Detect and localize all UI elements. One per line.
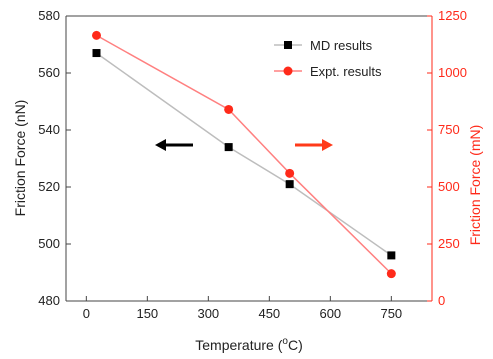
legend-square-marker <box>284 41 292 49</box>
x-tick-label: 750 <box>380 306 402 321</box>
right-axis-ticks: 0 250 500 750 1000 1250 <box>427 8 467 308</box>
series-line-expt <box>96 34 392 275</box>
x-tick-label: 450 <box>258 306 280 321</box>
y-tick-label: 520 <box>38 179 60 194</box>
y-tick-label: 580 <box>38 8 60 23</box>
x-axis-title-end: C) <box>288 337 303 353</box>
left-axis-arrow <box>155 139 193 151</box>
y-axis-title: Friction Force (nN) <box>12 100 28 217</box>
y2-tick-label: 0 <box>438 293 445 308</box>
expt-data-point <box>386 269 396 279</box>
y-tick-label: 540 <box>38 122 60 137</box>
series-line-md <box>96 52 392 257</box>
y2-axis-title: Friction Force (mN) <box>467 125 483 246</box>
x-axis-title: Temperature (oC) <box>195 336 303 353</box>
x-tick-label: 0 <box>83 306 90 321</box>
legend-item-expt: Expt. results <box>274 64 382 79</box>
x-tick-label: 300 <box>197 306 219 321</box>
legend-label-expt: Expt. results <box>310 64 382 79</box>
y2-tick-label: 250 <box>438 236 460 251</box>
y2-tick-label: 1000 <box>438 65 467 80</box>
y-tick-label: 560 <box>38 65 60 80</box>
y-tick-label: 500 <box>38 236 60 251</box>
expt-data-point <box>224 104 234 114</box>
right-axis-arrow <box>295 139 333 151</box>
md-data-point <box>285 180 294 189</box>
expt-data-point <box>285 168 295 178</box>
legend-item-md: MD results <box>274 38 373 53</box>
x-axis-title-main: Temperature ( <box>195 337 282 353</box>
bottom-axis-ticks: 0 150 300 450 600 750 <box>83 296 402 321</box>
y2-tick-label: 500 <box>438 179 460 194</box>
x-axis-title-superscript: o <box>282 336 288 347</box>
y-tick-label: 480 <box>38 293 60 308</box>
md-data-point <box>224 143 233 152</box>
left-axis-ticks: 480 500 520 540 560 580 <box>38 8 71 308</box>
series-markers <box>92 30 396 279</box>
md-data-point <box>387 251 396 260</box>
y2-tick-label: 750 <box>438 122 460 137</box>
x-tick-label: 150 <box>136 306 158 321</box>
legend-label-md: MD results <box>310 38 373 53</box>
y2-tick-label: 1250 <box>438 8 467 23</box>
legend: MD results Expt. results <box>274 38 382 79</box>
expt-data-point <box>92 30 101 40</box>
series-lines <box>96 34 392 275</box>
legend-circle-marker <box>283 66 293 76</box>
x-tick-label: 600 <box>319 306 341 321</box>
md-data-point <box>92 49 101 58</box>
